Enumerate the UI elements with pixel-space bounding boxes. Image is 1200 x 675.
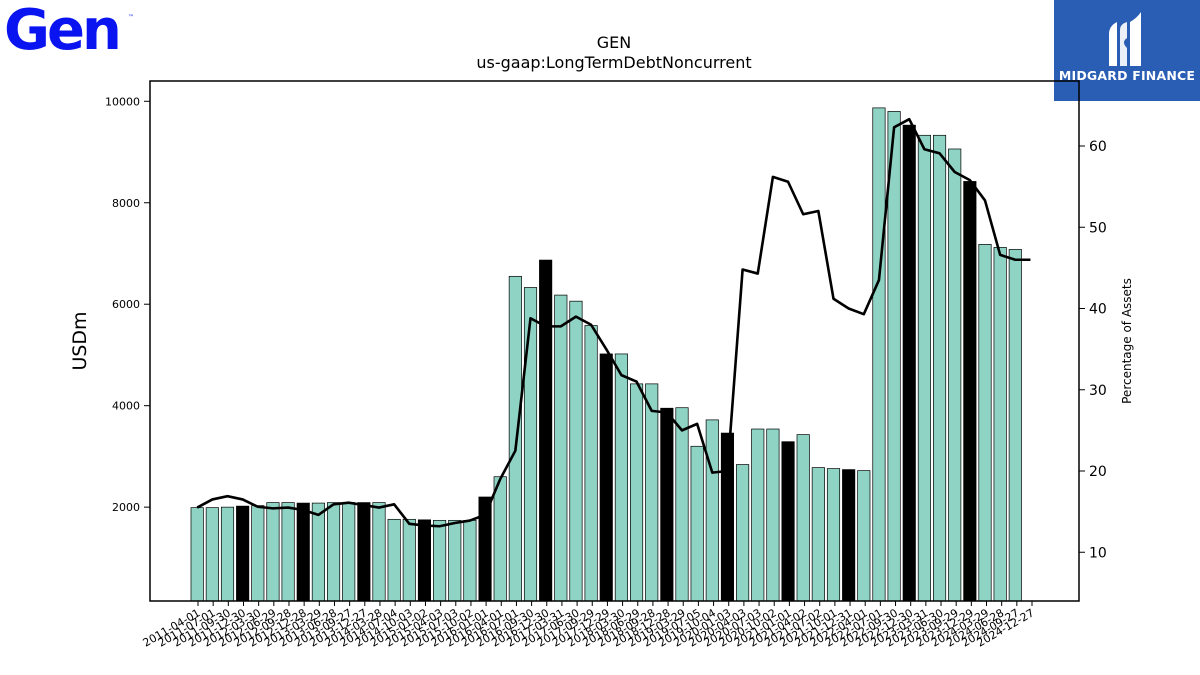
gen-logo-wordmark: Gen — [4, 0, 122, 63]
bar — [978, 244, 992, 602]
chart-title: GEN — [597, 33, 631, 52]
bar — [917, 134, 931, 602]
bar — [842, 469, 856, 602]
bar — [342, 502, 356, 602]
bar — [251, 505, 265, 602]
bar — [948, 148, 962, 602]
bar — [539, 259, 553, 602]
bar — [433, 519, 447, 602]
y-axis-right: 10 20 30 40 50 60 — [1079, 139, 1107, 561]
bar — [236, 505, 250, 602]
y2-tick-label: 30 — [1089, 383, 1107, 399]
bar — [266, 502, 280, 602]
bar — [357, 502, 371, 602]
bar — [463, 519, 477, 602]
bar — [1008, 249, 1022, 602]
bar — [493, 476, 507, 602]
bar — [448, 519, 462, 602]
bar — [766, 428, 780, 602]
y2-axis-label: Percentage of Assets — [1120, 278, 1134, 404]
bar — [327, 502, 341, 602]
bar — [508, 275, 522, 602]
bar — [902, 124, 916, 602]
bar — [690, 445, 704, 602]
bar — [387, 518, 401, 602]
y-tick-label: 8000 — [112, 197, 140, 210]
gen-logo: Gen ™ — [4, 2, 136, 60]
bar — [614, 353, 628, 602]
y2-tick-label: 50 — [1089, 220, 1107, 236]
y2-tick-label: 40 — [1089, 302, 1107, 318]
bar — [887, 111, 901, 602]
bar — [781, 441, 795, 602]
bar — [675, 407, 689, 602]
bar — [599, 353, 613, 602]
y-tick-label: 4000 — [112, 400, 140, 413]
bar — [736, 464, 750, 602]
bar — [372, 502, 386, 602]
bar — [554, 294, 568, 602]
bar — [993, 247, 1007, 602]
bar — [296, 502, 310, 602]
y2-tick-label: 20 — [1089, 464, 1107, 480]
y-tick-label: 6000 — [112, 298, 140, 311]
pct-of-assets-line — [196, 117, 1031, 528]
bar — [569, 300, 583, 602]
bar — [417, 519, 431, 602]
bar — [205, 507, 219, 602]
y-axis-left: 2000 4000 6000 8000 10000 — [105, 95, 150, 514]
bar — [190, 507, 204, 602]
bar — [751, 428, 765, 602]
y-tick-label: 10000 — [105, 95, 140, 108]
bar — [872, 107, 886, 602]
bar — [281, 502, 295, 602]
chart-subtitle: us-gaap:LongTermDebtNoncurrent — [476, 53, 751, 72]
gen-logo-trademark: ™ — [128, 14, 134, 21]
bar — [523, 287, 538, 602]
midgard-emblem-icon — [1109, 12, 1141, 66]
bar — [311, 502, 325, 602]
y2-tick-label: 60 — [1089, 139, 1107, 155]
bar — [963, 181, 977, 602]
bar — [220, 506, 235, 602]
plot-frame — [149, 80, 1080, 602]
y-tick-label: 2000 — [112, 501, 140, 514]
midgard-logo-text: MIDGARD FINANCE — [1058, 68, 1196, 83]
x-axis: 2011-04-012011-07-012011-09-302011-12-30… — [141, 601, 1037, 650]
bar — [826, 468, 841, 602]
bar — [932, 134, 947, 602]
y2-tick-label: 10 — [1089, 545, 1107, 561]
bar — [629, 383, 644, 602]
bar — [645, 383, 659, 602]
bar — [660, 407, 674, 602]
y-axis-label: USDm — [69, 311, 91, 370]
bar — [811, 467, 825, 602]
bar — [857, 470, 871, 602]
bar — [584, 325, 598, 602]
bars-layer — [190, 107, 1022, 602]
line-layer — [196, 117, 1031, 528]
bar — [796, 434, 810, 602]
bar — [402, 518, 416, 602]
bar — [705, 419, 719, 602]
